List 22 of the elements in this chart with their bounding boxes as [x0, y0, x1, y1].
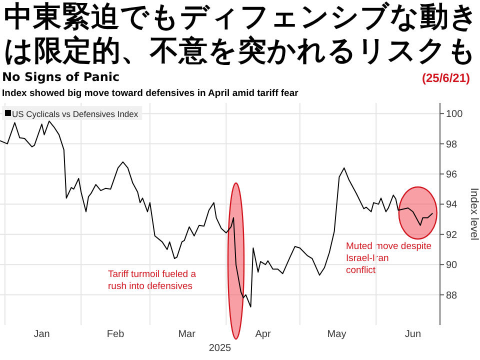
- annotation: Index showed big move toward defensives in April amid tariff fear: [2, 88, 298, 99]
- x-tick-label: May: [327, 329, 346, 340]
- legend: US Cyclicals vs Defensives Index: [2, 106, 142, 120]
- x-tick-label: Mar: [178, 329, 196, 340]
- y-tick-label: 96: [446, 169, 458, 180]
- title: 中東緊迫でもディフェンシブな動きは限定的、不意を突かれるリスクも: [4, 0, 480, 68]
- x-tick-label: Feb: [106, 329, 125, 340]
- legend-label: US Cyclicals vs Defensives Index: [12, 109, 139, 119]
- y-tick-label: 92: [446, 230, 458, 241]
- annotation: Tariff turmoil fueled a rush into defensives: [108, 269, 196, 292]
- x-tick-label: Jan: [34, 329, 50, 340]
- y-tick-label: 88: [446, 290, 458, 302]
- y-tick-label: 100: [446, 109, 464, 120]
- y-tick-label: 98: [446, 139, 458, 150]
- subtitle: No Signs of Panic: [2, 70, 120, 84]
- y-tick-label: 90: [446, 260, 458, 272]
- y-tick-label: 94: [446, 200, 458, 211]
- xlabel: 2025: [208, 343, 232, 354]
- x-tick-label: Apr: [255, 329, 272, 340]
- annotation: (25/6/21): [422, 71, 470, 85]
- x-tick-label: Jun: [404, 329, 422, 340]
- ylabel: Index level: [468, 188, 480, 240]
